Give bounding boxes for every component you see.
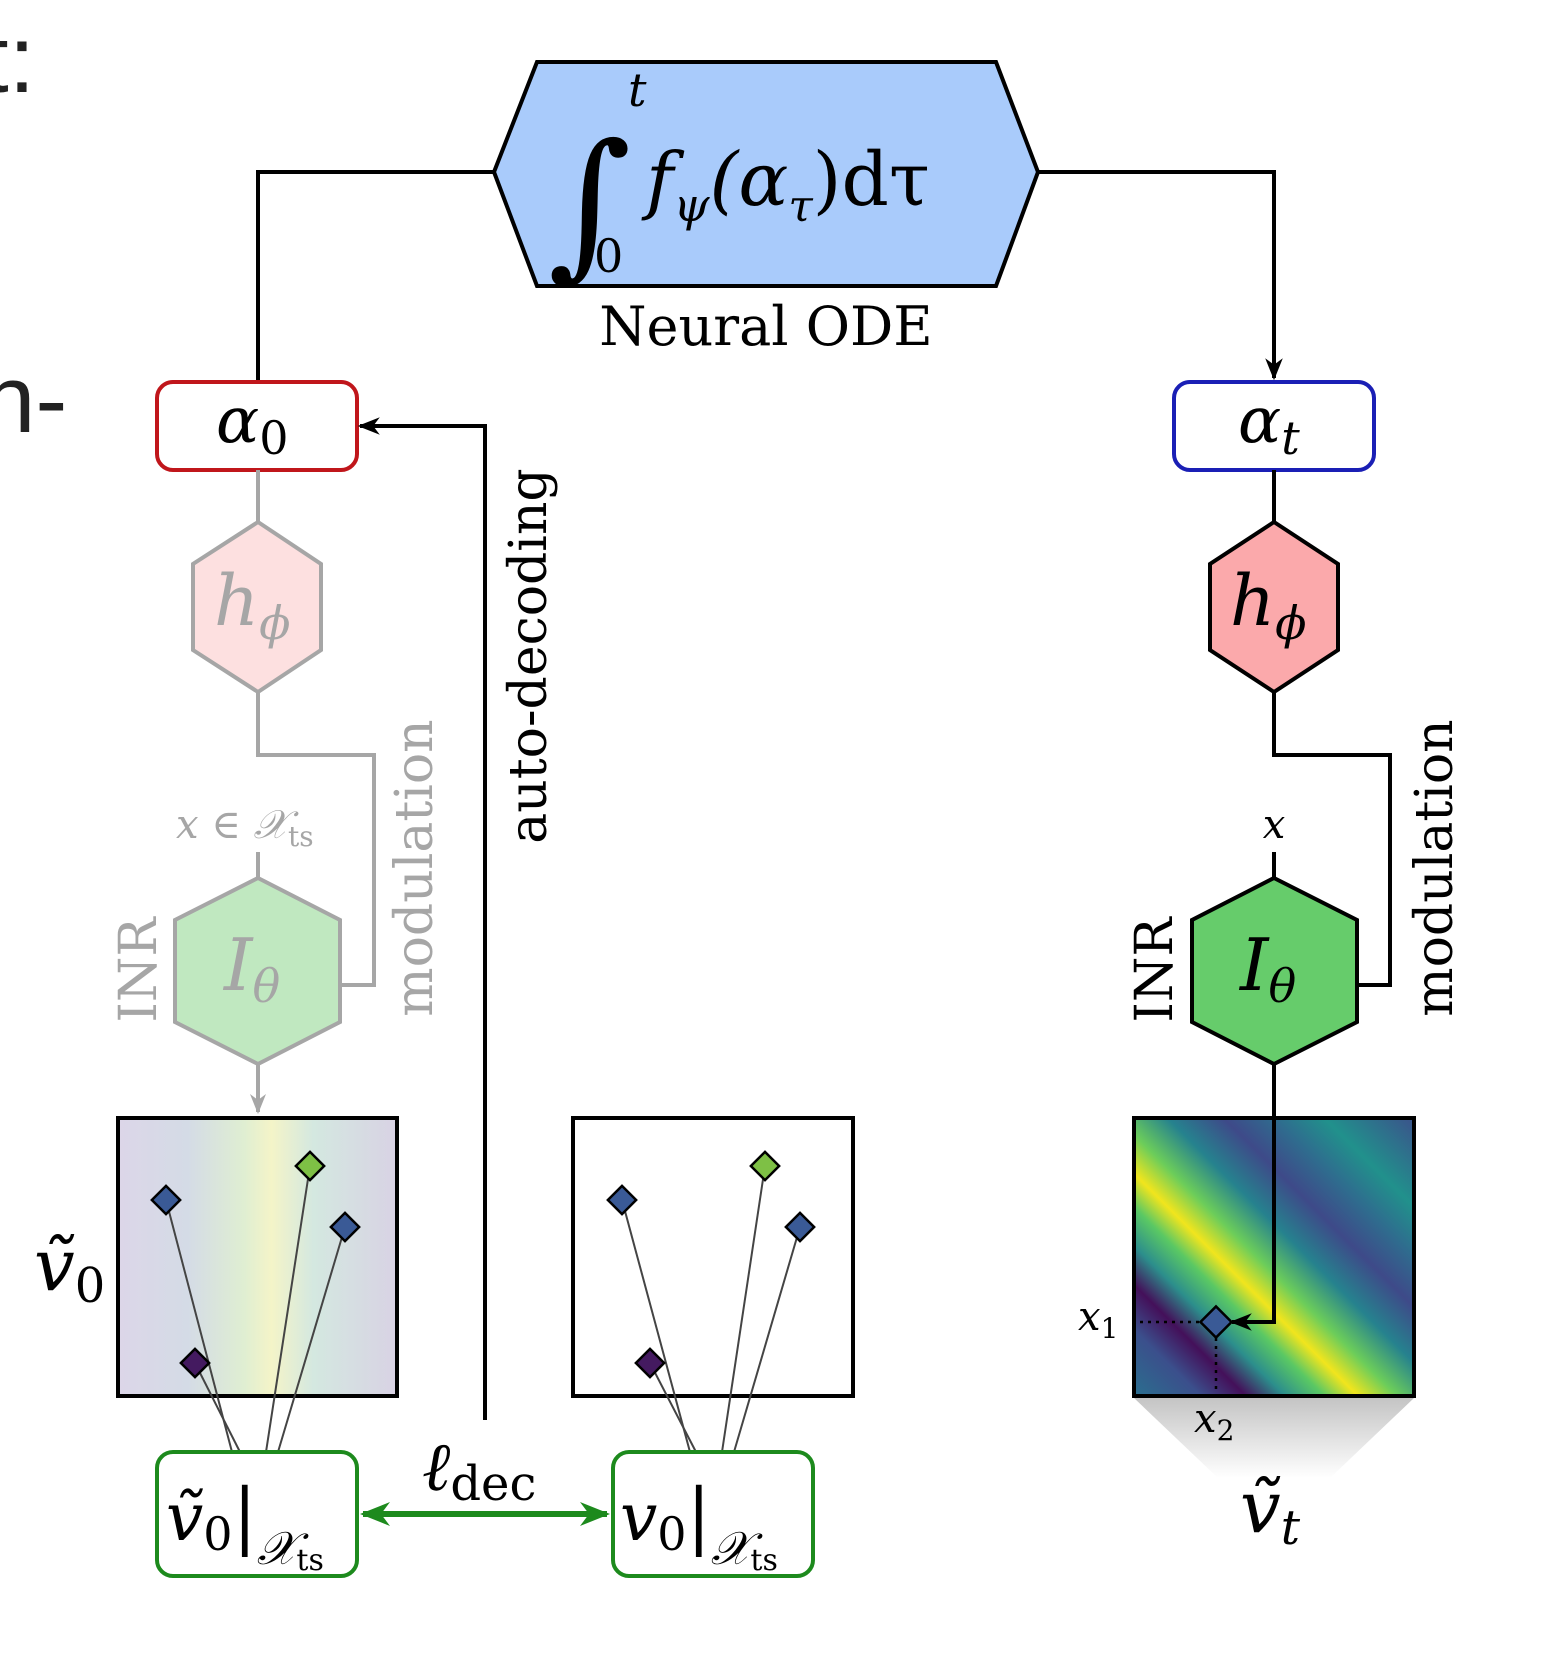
alpha0-label: α0: [216, 384, 289, 465]
sensor-left-4: [179, 1347, 211, 1379]
x1-sub: 1: [1101, 1312, 1119, 1345]
h-left-main: h: [214, 560, 259, 642]
sensor-mid-2: [749, 1150, 781, 1182]
ode-tail: )dτ: [813, 137, 930, 223]
cut-text-top: t:: [0, 6, 35, 113]
box-v0-restricted: [611, 1450, 815, 1578]
inr-right-input: x: [1263, 802, 1286, 848]
ode-integral-sign: ∫: [548, 109, 631, 296]
auto-decoding-label: auto-decoding: [499, 468, 559, 843]
vtildet-sub: t: [1281, 1500, 1301, 1556]
h-right-main: h: [1230, 560, 1275, 642]
ode-alpha: (α: [709, 137, 788, 223]
box-mid-bar: |: [687, 1473, 711, 1557]
inr-left-main: I: [222, 923, 254, 1007]
loss-sub: dec: [450, 1456, 536, 1512]
vtilde0-main: ṽ: [34, 1223, 75, 1307]
ode-to-alpha0-line: [256, 170, 494, 380]
box-left-sub: 0: [203, 1507, 232, 1561]
cut-text-mid: n-: [0, 346, 67, 453]
field-right-shadow: [1134, 1398, 1414, 1478]
alphat-sub: t: [1281, 411, 1300, 465]
sensor-left-1: [150, 1184, 182, 1216]
modulation-right-label: modulation: [1405, 719, 1465, 1016]
box-vtilde0-restricted: [155, 1450, 359, 1578]
x1-main: x: [1078, 1294, 1101, 1340]
box-mid-sub: 0: [657, 1507, 686, 1561]
inr-left-input-sub: ts: [288, 820, 314, 853]
box-mid-main: v: [620, 1479, 657, 1556]
sensor-left-2: [294, 1150, 326, 1182]
box-mid-set-sub: ts: [750, 1543, 777, 1578]
h-right-label: hϕ: [1230, 560, 1306, 650]
box-mid-label: v0|𝒳ts: [620, 1473, 778, 1578]
inr-left-label: Iθ: [222, 923, 280, 1013]
box-left-set-sub: ts: [296, 1543, 323, 1578]
alphat-label: αt: [1238, 384, 1300, 465]
modulation-right-arrow: [1272, 692, 1392, 994]
sensor-mid-4: [634, 1347, 666, 1379]
loss-main: ℓ: [422, 1428, 450, 1507]
field-middle-sensor-lines: [621, 1165, 801, 1453]
vtilde0-label: ṽ0: [34, 1223, 105, 1314]
ode-psi: ψ: [673, 178, 710, 232]
vtildet-label: ṽt: [1240, 1465, 1301, 1556]
inr-left-sub: θ: [252, 959, 280, 1013]
field-left-sensor-lines: [165, 1165, 346, 1453]
inr-right-sub: θ: [1268, 959, 1296, 1013]
vtildet-main: ṽ: [1240, 1465, 1281, 1549]
h-left-label: hϕ: [214, 560, 290, 650]
auto-decoding-arrow: [357, 417, 487, 1420]
ode-lower-limit: 0: [594, 229, 623, 283]
sensor-mid-1: [606, 1184, 638, 1216]
inr-left-input: x ∈ 𝒳ts: [176, 802, 314, 853]
alphat-main: α: [1238, 384, 1281, 458]
x2-label: x2: [1194, 1396, 1234, 1447]
modulation-left-arrow: [256, 692, 376, 993]
ode-upper-limit: t: [628, 63, 647, 117]
loss-label: ℓdec: [422, 1428, 536, 1512]
field-left: [116, 1116, 399, 1398]
h-right-sub: ϕ: [1275, 596, 1306, 650]
x1-label: x1: [1078, 1294, 1118, 1345]
inr-right-main: I: [1238, 923, 1270, 1007]
alpha0-sub: 0: [259, 411, 288, 465]
sensor-mid-3: [784, 1211, 816, 1243]
query-point: [1198, 1304, 1234, 1340]
box-left-label: ṽ0|𝒳ts: [166, 1473, 324, 1578]
ode-to-alphat-arrow: [1038, 170, 1283, 381]
ode-tau: τ: [788, 181, 813, 232]
h-left-sub: ϕ: [259, 596, 290, 650]
vtilde0-sub: 0: [75, 1258, 106, 1314]
modulation-left-label: modulation: [385, 719, 445, 1016]
alpha0-main: α: [216, 384, 259, 458]
inr-left-side-label: INR: [109, 916, 169, 1023]
x2-sub: 2: [1217, 1414, 1235, 1447]
inr-right-label: Iθ: [1238, 923, 1296, 1013]
inr-to-query-point-arrow: [1229, 1064, 1276, 1331]
x2-main: x: [1194, 1396, 1217, 1442]
neural-ode-caption: Neural ODE: [599, 295, 932, 358]
inr-left-input-main: x ∈ 𝒳: [176, 802, 300, 848]
ode-integrand: fψ(ατ)dτ: [641, 137, 930, 232]
box-left-main: ṽ: [166, 1479, 203, 1556]
inr-right-side-label: INR: [1125, 916, 1185, 1023]
sensor-left-3: [329, 1211, 361, 1243]
box-left-bar: |: [233, 1473, 257, 1557]
field-middle: [571, 1116, 855, 1398]
